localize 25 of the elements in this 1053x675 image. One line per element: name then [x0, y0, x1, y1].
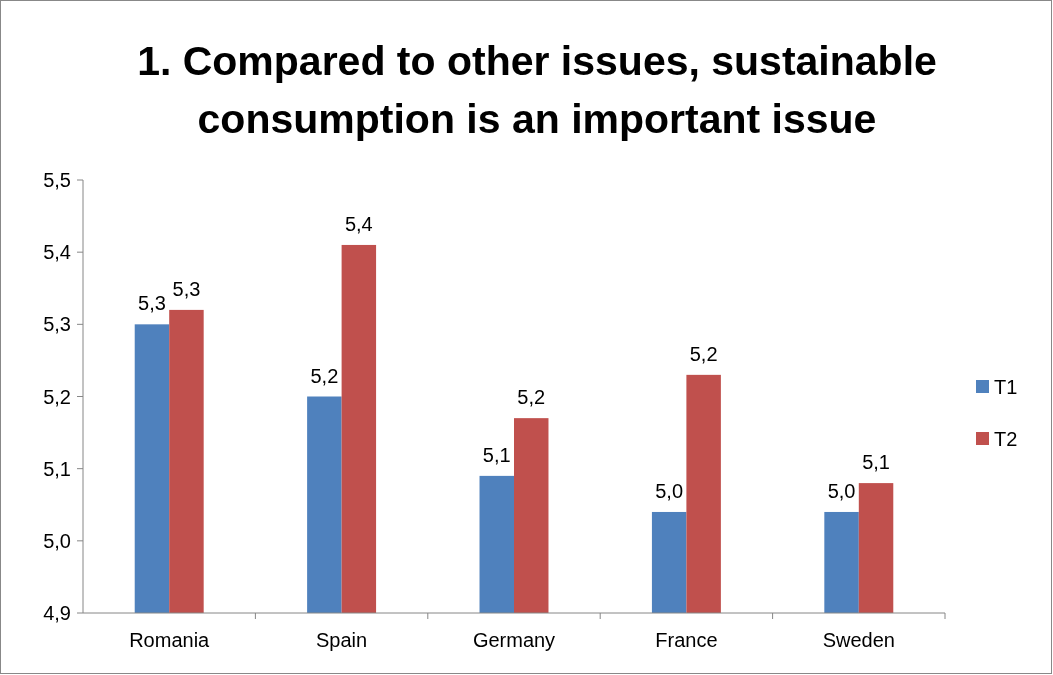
y-tick-label: 5,3 [43, 313, 71, 336]
legend-label: T2 [994, 428, 1018, 450]
x-tick-label: Romania [129, 629, 211, 651]
y-tick-label: 5,2 [43, 385, 71, 408]
y-tick-label: 5,1 [43, 457, 71, 480]
y-tick-label: 5,5 [43, 169, 71, 191]
legend-label: T1 [994, 376, 1018, 398]
data-label: 5,1 [862, 451, 890, 474]
data-label: 5,3 [172, 277, 201, 300]
data-label: 5,2 [310, 364, 339, 387]
data-label: 5,3 [138, 292, 166, 315]
data-label: 5,0 [827, 479, 856, 502]
x-tick-label: Germany [472, 629, 556, 651]
y-tick-label: 4,9 [43, 602, 71, 624]
data-label: 5,2 [517, 386, 546, 409]
data-label: 5,0 [655, 479, 684, 502]
x-tick-label: Sweden [822, 629, 895, 651]
chart-title: 1. Compared to other issues, sustainable consumption is an important issue [137, 38, 937, 142]
x-tick-label: France [655, 629, 718, 651]
data-label: 5,1 [482, 443, 511, 466]
data-label: 5,4 [344, 212, 373, 235]
data-label: 5,2 [689, 342, 718, 365]
y-tick-label: 5,4 [43, 241, 71, 264]
x-tick-label: Spain [316, 629, 368, 651]
y-tick-label: 5,0 [43, 529, 71, 552]
